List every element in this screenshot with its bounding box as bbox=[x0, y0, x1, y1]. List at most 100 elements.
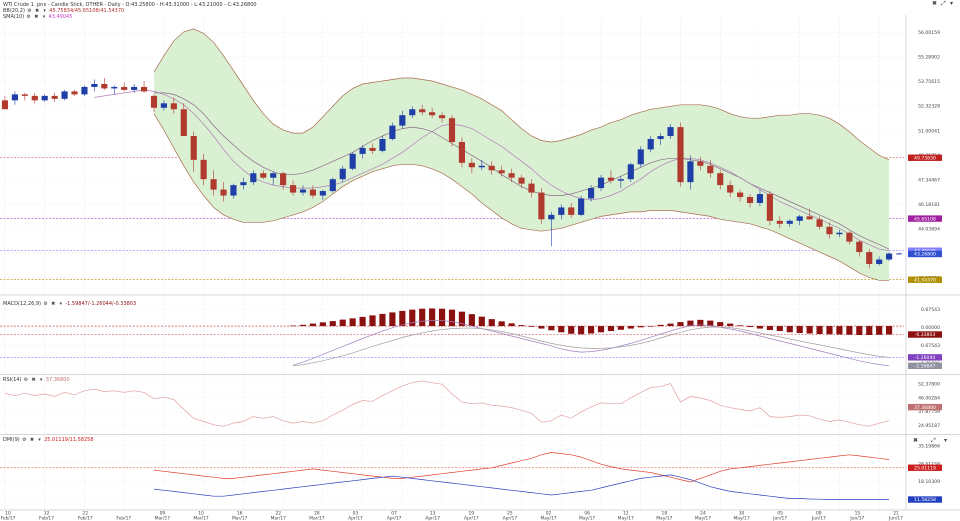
dropdown-icon[interactable]: ▾ bbox=[59, 301, 63, 307]
dmi-panel[interactable] bbox=[153, 452, 890, 500]
macd-histogram-bar bbox=[816, 326, 823, 335]
close-icon[interactable]: ✖ bbox=[51, 301, 56, 307]
macd-histogram-bar bbox=[488, 319, 495, 327]
macd-histogram-bar bbox=[597, 326, 605, 333]
close-icon[interactable]: ✖ bbox=[34, 14, 39, 20]
price-label-tag bbox=[908, 331, 942, 338]
candle-body bbox=[667, 127, 674, 137]
price-label: -1.26044 bbox=[915, 355, 936, 361]
candle-body bbox=[21, 94, 28, 96]
gear-icon[interactable]: ⚙ bbox=[27, 8, 32, 14]
gear-icon[interactable]: ⚙ bbox=[43, 301, 48, 307]
macd-histogram-bar bbox=[399, 310, 406, 327]
macd-histogram-bar bbox=[319, 322, 326, 327]
x-tick-label: 05 bbox=[777, 511, 783, 517]
sma-legend: SMA(10) ⚙ ✖ ▾ 43.49045 bbox=[3, 14, 72, 20]
candle-body bbox=[160, 103, 167, 108]
price-label: 43.26800 bbox=[914, 252, 936, 258]
price-panel[interactable] bbox=[1, 28, 903, 281]
candle-body bbox=[895, 253, 903, 255]
macd-histogram-bar bbox=[558, 326, 565, 333]
y-tick-label: 47.34467 bbox=[918, 177, 940, 183]
sma-line bbox=[94, 89, 890, 251]
menu-icon[interactable]: ▾ bbox=[950, 0, 954, 7]
macd-histogram-bar bbox=[687, 320, 694, 327]
macd-histogram-bar bbox=[438, 308, 446, 327]
bb-values: 45.75834/45.65108/41.54370 bbox=[49, 8, 125, 14]
candle-body bbox=[647, 139, 654, 150]
menu-icon[interactable]: ▾ bbox=[944, 437, 948, 444]
x-tick-label: Jun/17 bbox=[849, 516, 864, 521]
rsi-panel[interactable] bbox=[4, 380, 890, 427]
macd-histogram-bar bbox=[448, 309, 456, 327]
dropdown-icon[interactable]: ▾ bbox=[42, 14, 46, 20]
macd-panel[interactable] bbox=[289, 308, 893, 367]
x-tick-label: Mar/17 bbox=[232, 516, 248, 521]
macd-histogram-bar bbox=[299, 324, 307, 327]
macd-histogram-bar bbox=[538, 326, 545, 329]
candle-body bbox=[11, 94, 18, 101]
candle-body bbox=[607, 177, 615, 181]
close-icon[interactable]: ✖ bbox=[31, 377, 36, 383]
y-tick-label: 46.00284 bbox=[918, 395, 940, 401]
candle-body bbox=[329, 179, 336, 192]
close-icon[interactable]: ✖ bbox=[913, 437, 919, 444]
dropdown-icon[interactable]: ▾ bbox=[38, 437, 41, 443]
candle-body bbox=[687, 161, 694, 183]
candle-body bbox=[299, 189, 307, 193]
macd-histogram-bar bbox=[776, 326, 783, 332]
signal-line bbox=[293, 326, 890, 367]
candle-body bbox=[71, 91, 78, 95]
bollinger-lower-line bbox=[153, 113, 890, 281]
macd-histogram-bar bbox=[617, 326, 624, 330]
candle-body bbox=[319, 191, 326, 196]
y-tick-label: 56.00159 bbox=[918, 30, 940, 36]
x-tick-label: Jun/17 bbox=[772, 516, 787, 521]
macd-histogram-bar bbox=[876, 326, 883, 335]
y-tick-label: 53.75615 bbox=[918, 79, 940, 85]
macd-histogram-bar bbox=[667, 323, 674, 327]
x-tick-label: May/17 bbox=[540, 516, 556, 521]
candle-body bbox=[150, 95, 158, 108]
gear-icon[interactable]: ⚙ bbox=[22, 437, 27, 443]
dmi-legend: DMI(9) ⚙ ✖ ▾ 25.01119/11.58258 bbox=[3, 437, 94, 443]
price-label-tag bbox=[908, 496, 942, 503]
candle-body bbox=[180, 109, 187, 137]
candle-body bbox=[250, 173, 257, 183]
close-icon[interactable]: ✖ bbox=[34, 8, 40, 14]
gear-icon[interactable]: ⚙ bbox=[26, 14, 31, 20]
resize-icon[interactable]: ⤢ bbox=[931, 437, 936, 444]
candle-body bbox=[727, 185, 734, 193]
candle-body bbox=[528, 183, 535, 193]
macd-histogram-bar bbox=[419, 308, 426, 327]
y-tick-label: 0.00000 bbox=[921, 325, 940, 331]
candle-body bbox=[677, 127, 684, 183]
macd-histogram-bar bbox=[856, 326, 863, 336]
candle-body bbox=[31, 95, 38, 101]
candle-body bbox=[458, 141, 466, 163]
close-icon[interactable]: ✖ bbox=[29, 437, 35, 443]
candle-body bbox=[81, 86, 88, 95]
x-tick-label: Mar/17 bbox=[155, 516, 171, 521]
dmi-name: DMI(9) bbox=[3, 437, 20, 443]
candle-body bbox=[627, 164, 634, 180]
close-icon[interactable]: ✖ bbox=[932, 0, 938, 7]
resize-icon[interactable]: ⤢ bbox=[941, 0, 946, 7]
macd-histogram-bar bbox=[746, 326, 754, 328]
x-tick-label: May/17 bbox=[656, 516, 672, 521]
dropdown-icon[interactable]: ▾ bbox=[43, 8, 46, 14]
dropdown-icon[interactable]: ▾ bbox=[39, 377, 43, 383]
rsi-line bbox=[4, 380, 890, 427]
gear-icon[interactable]: ⚙ bbox=[23, 377, 29, 383]
price-legend: WTI Crude 1 .pnx - Candle Stick, OTHER -… bbox=[3, 2, 257, 8]
candle-body bbox=[637, 149, 644, 165]
candle-body bbox=[1, 100, 9, 110]
macd-histogram-bar bbox=[796, 326, 803, 334]
candle-body bbox=[468, 162, 475, 168]
x-tick-label: 09 bbox=[160, 511, 166, 517]
macd-histogram-bar bbox=[637, 326, 644, 328]
x-tick-label: Apr/17 bbox=[387, 516, 402, 521]
candle-body bbox=[737, 192, 744, 198]
